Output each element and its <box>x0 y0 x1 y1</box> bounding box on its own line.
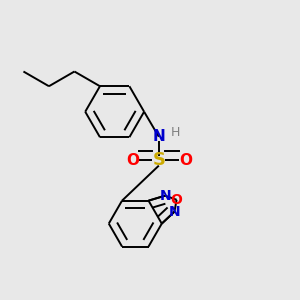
Text: N: N <box>169 205 180 219</box>
Text: O: O <box>179 153 192 168</box>
Text: S: S <box>152 151 165 169</box>
Text: N: N <box>152 129 165 144</box>
Text: O: O <box>171 193 182 207</box>
Text: H: H <box>170 126 180 139</box>
Text: N: N <box>159 189 171 203</box>
Text: O: O <box>126 153 139 168</box>
